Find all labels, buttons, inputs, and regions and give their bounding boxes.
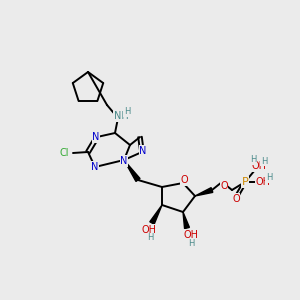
Text: NH: NH [114,111,128,121]
Text: O: O [180,175,188,185]
Text: H: H [147,233,153,242]
Text: P: P [242,177,248,187]
Text: OH: OH [256,177,271,187]
Polygon shape [183,212,189,229]
Text: OH: OH [251,161,266,171]
Text: H: H [250,155,256,164]
Text: H: H [188,238,194,247]
Text: OH: OH [184,230,199,240]
Text: O: O [232,194,240,204]
Polygon shape [195,188,213,196]
Polygon shape [124,160,140,182]
Text: Cl: Cl [59,148,69,158]
Polygon shape [150,205,162,224]
Text: N: N [139,146,147,156]
Text: N: N [92,132,100,142]
Text: N: N [120,156,128,166]
Text: H: H [266,173,272,182]
Text: OH: OH [142,225,157,235]
Text: O: O [220,181,228,191]
Text: N: N [91,162,99,172]
Text: H: H [261,157,267,166]
Text: H: H [124,107,130,116]
